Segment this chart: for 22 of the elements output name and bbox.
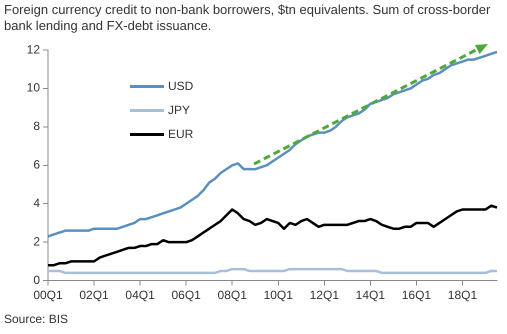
y-tick-label: 0 <box>33 272 40 287</box>
y-tick-label: 6 <box>33 158 40 172</box>
x-tick-label: 06Q1 <box>171 288 202 302</box>
x-tick-label: 00Q1 <box>33 288 63 302</box>
chart-title: Foreign currency credit to non-bank borrowers, $tn equivalents. Sum of cross-border bank lending and FX-debt issuance. <box>4 2 492 34</box>
legend-label: JPY <box>168 103 190 117</box>
y-tick-label: 12 <box>26 42 40 56</box>
y-tick-label: 8 <box>33 119 40 134</box>
legend-label: EUR <box>168 127 194 141</box>
x-tick-label: 12Q1 <box>310 288 340 302</box>
x-tick-label: 14Q1 <box>356 288 386 302</box>
legend-label: USD <box>168 79 194 93</box>
y-tick-label: 10 <box>26 80 40 95</box>
y-tick-label: 2 <box>33 234 40 248</box>
x-tick-label: 08Q1 <box>218 288 248 302</box>
x-tick-label: 16Q1 <box>402 288 432 302</box>
x-tick-label: 02Q1 <box>79 288 110 302</box>
x-tick-label: 10Q1 <box>264 288 294 302</box>
source-note: Source: BIS <box>4 312 68 326</box>
x-tick-label: 18Q1 <box>448 288 478 302</box>
x-tick-label: 04Q1 <box>125 288 156 302</box>
y-tick-label: 4 <box>33 196 40 210</box>
